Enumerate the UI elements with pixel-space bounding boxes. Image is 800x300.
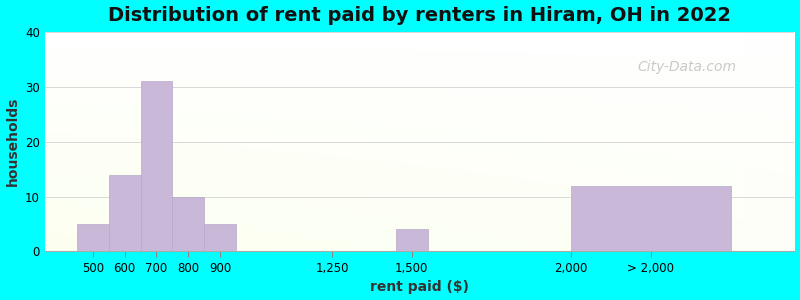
Bar	[204, 224, 236, 251]
Bar	[396, 230, 428, 251]
X-axis label: rent paid ($): rent paid ($)	[370, 280, 469, 294]
Bar	[141, 81, 173, 251]
Bar	[571, 185, 730, 251]
Title: Distribution of rent paid by renters in Hiram, OH in 2022: Distribution of rent paid by renters in …	[108, 6, 731, 25]
Bar	[109, 175, 141, 251]
Text: City-Data.com: City-Data.com	[637, 60, 736, 74]
Bar	[173, 196, 204, 251]
Bar	[77, 224, 109, 251]
Y-axis label: households: households	[6, 97, 19, 186]
